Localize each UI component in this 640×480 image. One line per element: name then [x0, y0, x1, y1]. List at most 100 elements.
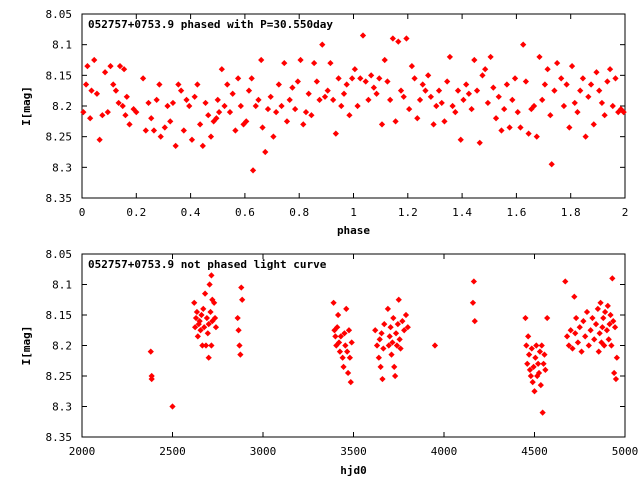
data-point	[544, 314, 551, 322]
data-point	[572, 330, 579, 337]
data-point	[576, 324, 583, 331]
data-point	[601, 112, 608, 119]
data-point	[388, 351, 395, 358]
data-point	[203, 314, 211, 322]
data-point	[206, 281, 213, 288]
data-point	[126, 121, 133, 128]
data-point	[600, 314, 607, 322]
data-point	[401, 327, 408, 334]
data-point	[468, 105, 475, 113]
data-point	[205, 354, 212, 361]
data-point	[441, 118, 448, 125]
data-point	[93, 90, 101, 97]
data-point	[238, 284, 245, 291]
data-point	[115, 99, 122, 107]
data-point	[373, 90, 380, 97]
data-point	[119, 102, 126, 110]
data-point	[394, 321, 401, 328]
data-point	[362, 78, 369, 85]
data-point	[346, 112, 353, 119]
data-point	[212, 324, 220, 331]
data-point	[587, 327, 594, 334]
data-point	[321, 93, 329, 100]
data-point	[399, 317, 406, 325]
data-point	[578, 348, 585, 355]
plot-frame	[81, 13, 626, 199]
data-point	[205, 112, 212, 119]
data-point	[300, 121, 307, 128]
data-point	[444, 78, 451, 85]
data-point	[604, 78, 611, 85]
data-point	[606, 321, 613, 328]
data-point	[183, 96, 190, 103]
data-point	[180, 127, 187, 134]
data-point	[202, 99, 209, 107]
data-point	[596, 87, 603, 94]
data-point	[422, 87, 429, 94]
data-point	[281, 59, 288, 67]
data-point	[198, 311, 205, 319]
data-point	[582, 133, 589, 140]
data-point	[236, 342, 243, 349]
data-point	[340, 363, 347, 370]
data-point	[514, 109, 521, 116]
data-point	[476, 139, 483, 146]
data-point	[214, 96, 221, 103]
data-point	[471, 56, 478, 64]
data-point	[101, 69, 109, 76]
data-point	[365, 96, 372, 103]
data-point	[380, 345, 387, 352]
data-point	[386, 333, 393, 340]
data-point	[598, 99, 606, 107]
data-point	[191, 299, 198, 306]
data-point	[194, 81, 201, 88]
data-point	[87, 115, 94, 122]
data-point	[414, 115, 421, 122]
data-point	[387, 96, 394, 103]
data-point	[248, 75, 255, 82]
data-point	[338, 102, 345, 110]
data-point	[525, 351, 533, 358]
data-point	[199, 142, 206, 149]
data-point	[116, 63, 124, 70]
data-point	[199, 342, 206, 349]
x-axis-label: hjd0	[340, 464, 367, 477]
data-point	[591, 336, 598, 343]
data-point	[313, 78, 320, 85]
data-point	[200, 305, 207, 313]
data-point	[558, 75, 565, 82]
data-point	[503, 81, 511, 88]
data-point	[335, 75, 342, 82]
data-point	[91, 56, 98, 64]
data-point	[525, 130, 532, 137]
data-point	[169, 99, 177, 107]
data-point	[148, 115, 155, 122]
data-point	[348, 339, 355, 346]
data-point	[397, 345, 404, 352]
data-point	[342, 342, 349, 349]
data-point	[533, 342, 540, 349]
data-point	[204, 330, 211, 337]
x-axis-label: phase	[337, 224, 370, 237]
data-point	[208, 272, 215, 279]
data-point	[359, 32, 367, 39]
data-point	[395, 38, 402, 45]
data-point	[463, 81, 470, 88]
data-point	[469, 299, 477, 306]
data-point	[319, 41, 326, 48]
data-point	[378, 330, 385, 337]
x-tick-label: 0.6	[235, 206, 255, 219]
x-tick-label: 0.4	[181, 206, 201, 219]
data-point	[110, 81, 117, 88]
data-point	[567, 327, 574, 334]
data-point	[537, 382, 544, 389]
data-point	[403, 35, 410, 42]
chart-title: 052757+0753.9 not phased light curve	[88, 258, 327, 271]
data-point	[526, 366, 534, 374]
data-point	[167, 118, 174, 125]
data-point	[522, 78, 530, 85]
data-point	[193, 308, 201, 316]
data-point	[161, 124, 168, 131]
y-tick-label: 8.05	[46, 8, 73, 21]
